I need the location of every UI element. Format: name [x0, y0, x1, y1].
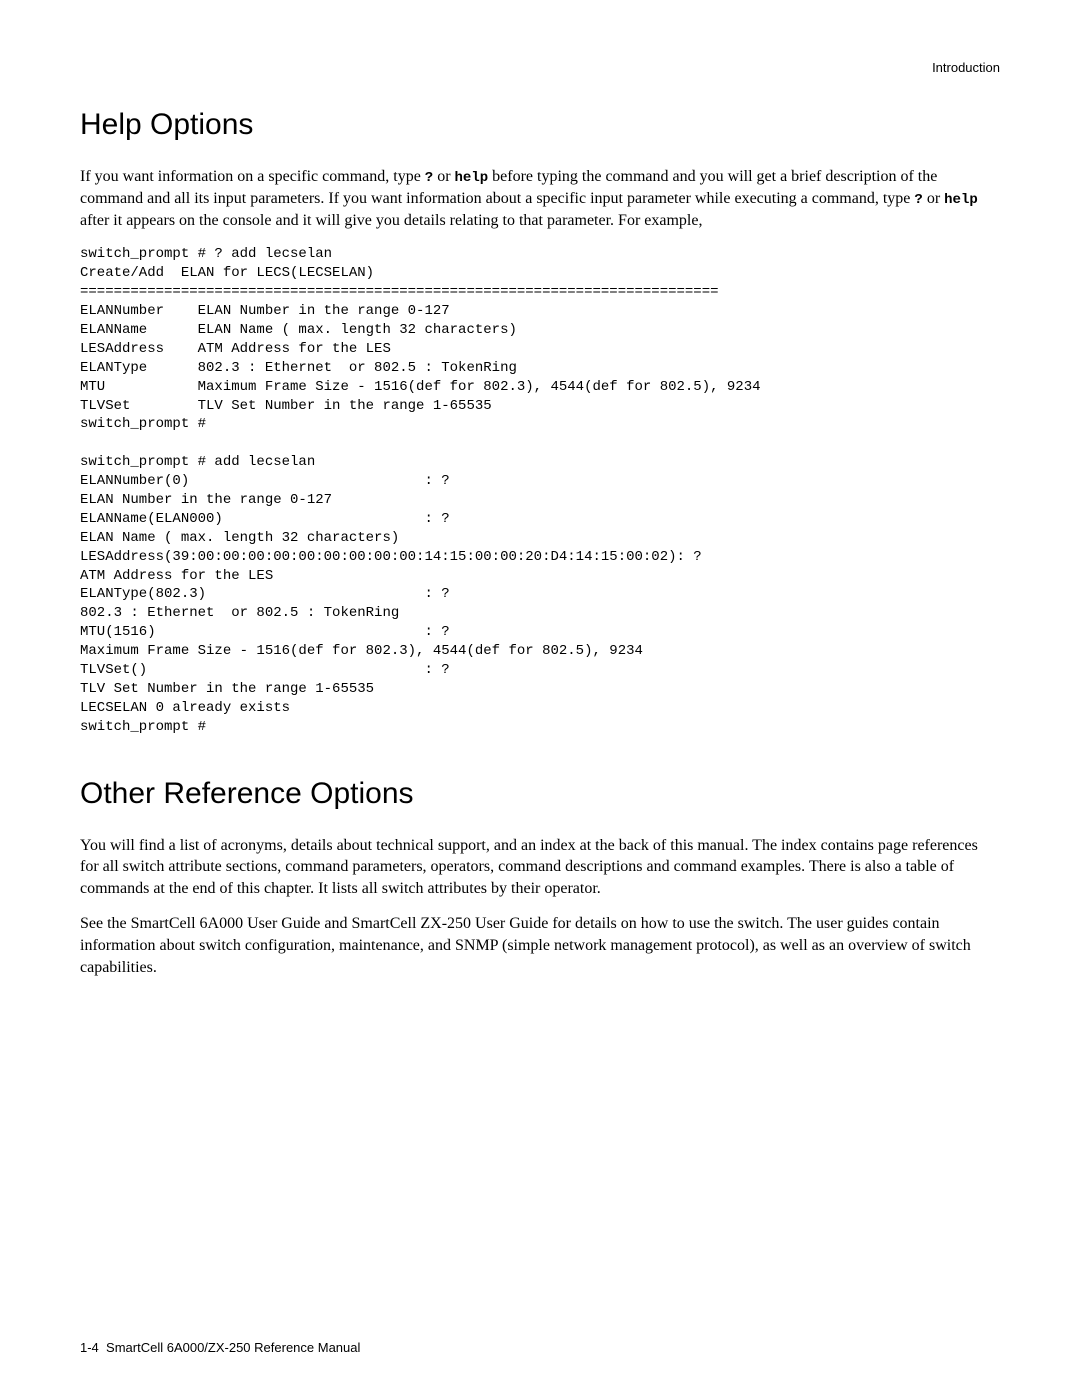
other-reference-paragraph-1: You will find a list of acronyms, detail…	[80, 835, 1000, 900]
text-fragment: or	[433, 168, 454, 185]
footer-manual-title: SmartCell 6A000/ZX-250 Reference Manual	[106, 1340, 360, 1355]
page-footer: 1-4 SmartCell 6A000/ZX-250 Reference Man…	[80, 1340, 360, 1355]
inline-code-question: ?	[914, 192, 922, 208]
other-reference-paragraph-2: See the SmartCell 6A000 User Guide and S…	[80, 913, 1000, 978]
text-fragment: after it appears on the console and it w…	[80, 212, 702, 229]
help-options-code-example: switch_prompt # ? add lecselan Create/Ad…	[80, 245, 1000, 736]
help-options-heading: Help Options	[80, 108, 1000, 142]
other-reference-heading: Other Reference Options	[80, 777, 1000, 811]
other-reference-section: Other Reference Options You will find a …	[80, 777, 1000, 979]
text-fragment: If you want information on a specific co…	[80, 168, 425, 185]
inline-code-help: help	[944, 192, 978, 208]
text-fragment: or	[923, 190, 944, 207]
inline-code-help: help	[455, 170, 489, 186]
footer-page-number: 1-4	[80, 1340, 99, 1355]
help-options-paragraph: If you want information on a specific co…	[80, 166, 1000, 231]
page-content: Help Options If you want information on …	[80, 108, 1000, 978]
inline-code-question: ?	[425, 170, 433, 186]
page-header-section: Introduction	[932, 60, 1000, 75]
